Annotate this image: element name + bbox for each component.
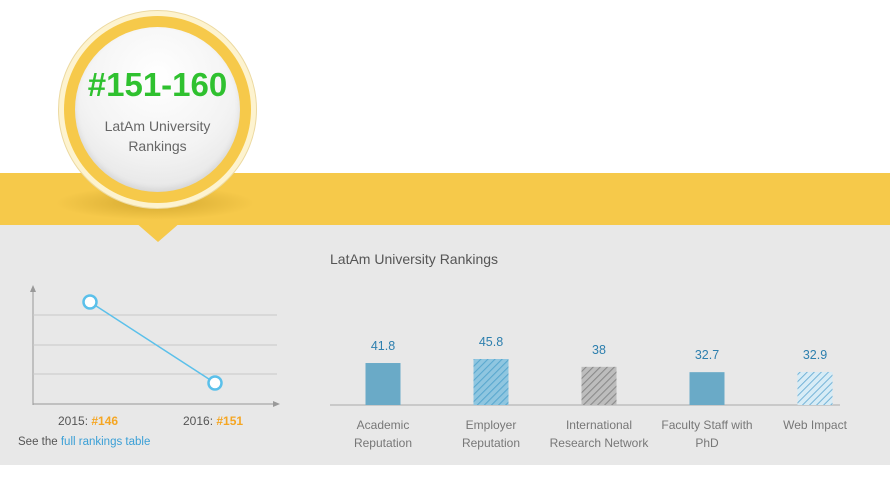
badge-pointer xyxy=(135,222,181,242)
category-label: Academic Reputation xyxy=(328,416,438,452)
category-label-line: Employer xyxy=(465,418,517,432)
bar-value-label: 45.8 xyxy=(479,335,503,349)
category-label: Employer Reputation xyxy=(436,416,546,452)
history-label-2015: 2015: #146 xyxy=(58,414,118,428)
history-rank: #146 xyxy=(91,414,119,428)
category-label: International Research Network xyxy=(544,416,654,452)
history-year: 2016: xyxy=(183,414,214,428)
bar-value-label: 41.8 xyxy=(371,339,395,353)
rank-history-chart xyxy=(30,285,280,407)
bar-value-label: 38 xyxy=(592,343,606,357)
history-point-2016 xyxy=(207,375,223,391)
full-rankings-link[interactable]: full rankings table xyxy=(60,436,151,448)
rank-label-line2: Rankings xyxy=(128,138,187,154)
category-label-line: Web Impact xyxy=(783,418,847,432)
category-label-line: Research Network xyxy=(549,436,649,450)
history-y-axis-arrow-icon xyxy=(30,285,36,292)
history-label-2016: 2016: #151 xyxy=(183,414,243,428)
history-rank: #151 xyxy=(216,414,244,428)
rank-badge-face xyxy=(75,27,240,192)
bar-3 xyxy=(581,366,617,405)
category-label-line: Academic xyxy=(356,418,410,432)
bar-5 xyxy=(797,371,833,405)
category-label: Web Impact xyxy=(760,416,870,434)
rank-value: #151-160 xyxy=(87,66,228,103)
category-label-line: Faculty Staff with xyxy=(661,418,753,432)
category-label-line: International xyxy=(565,418,633,432)
rank-label-line1: LatAm University xyxy=(104,118,211,134)
history-line xyxy=(89,301,216,384)
indicator-bar-chart: 41.8 45.8 38 32.7 32.9 xyxy=(330,335,840,406)
bar-1 xyxy=(365,363,401,405)
category-label: Faculty Staff with PhD xyxy=(652,416,762,452)
history-x-axis-arrow-icon xyxy=(273,401,280,407)
category-label-line: PhD xyxy=(695,436,719,450)
chart-title: LatAm University Rankings xyxy=(330,251,499,267)
category-label-line: Reputation xyxy=(353,436,413,450)
category-label-line: Reputation xyxy=(461,436,521,450)
bar-value-label: 32.7 xyxy=(695,348,719,362)
bar-2 xyxy=(473,359,509,405)
bar-value-label: 32.9 xyxy=(803,348,827,362)
rankings-table-prefix: See the xyxy=(18,436,58,448)
history-point-2015 xyxy=(82,294,98,310)
history-year: 2015: xyxy=(58,414,89,428)
rank-label: LatAm University Rankings xyxy=(80,116,235,156)
rankings-table-note: See the full rankings table xyxy=(18,436,150,448)
bar-4 xyxy=(689,372,725,405)
